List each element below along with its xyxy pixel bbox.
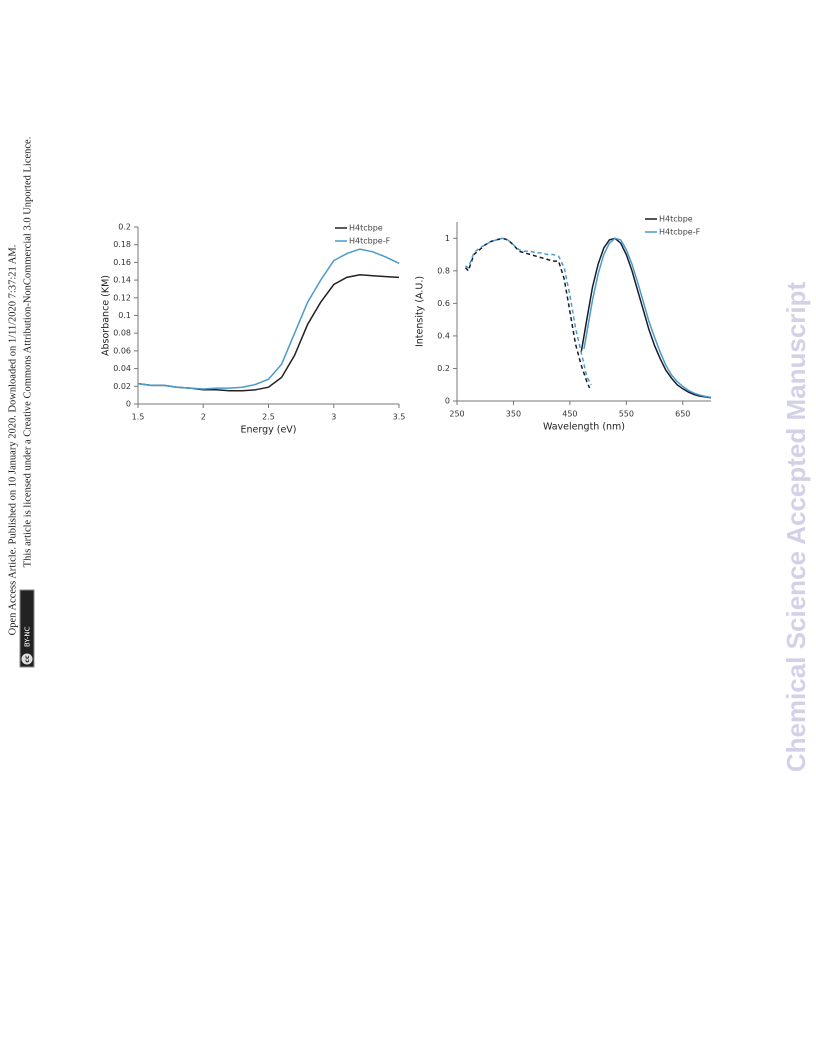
licence-note: This article is licensed under a Creativ… <box>22 137 33 568</box>
x-tick-label: 2 <box>201 413 206 422</box>
cc-badge[interactable]: cc BY-NC <box>19 589 35 668</box>
access-note: Open Access Article. Published on 10 Jan… <box>7 245 18 636</box>
y-tick-label: 0.8 <box>437 266 450 275</box>
y-tick-label: 0.14 <box>113 276 131 285</box>
legend-label: H4tcbpe-F <box>659 228 701 237</box>
badge-text: BY-NC <box>24 626 32 647</box>
y-tick-label: 0.2 <box>437 364 450 373</box>
x-tick-label: 650 <box>675 410 690 419</box>
data-line <box>583 237 712 399</box>
y-tick-label: 0.16 <box>113 258 131 267</box>
x-axis-title: Wavelength (nm) <box>543 422 625 433</box>
data-line <box>137 274 400 392</box>
y-tick-label: 0.4 <box>437 331 450 340</box>
badge-icon: cc <box>24 655 31 663</box>
y-tick-label: 1 <box>445 234 450 243</box>
legend-label: H4tcbpe <box>659 215 693 224</box>
excitation-line <box>465 237 592 386</box>
legend-label: H4tcbpe-F <box>349 237 391 246</box>
excitation-line <box>464 237 591 389</box>
x-axis-title: Energy (eV) <box>240 425 296 436</box>
legend-label: H4tcbpe <box>349 224 383 233</box>
x-tick-label: 3 <box>331 413 336 422</box>
data-line <box>137 248 400 390</box>
x-tick-label: 550 <box>619 410 634 419</box>
y-tick-label: 0.2 <box>118 223 131 232</box>
y-tick-label: 0.12 <box>113 293 131 302</box>
badge-circle <box>20 652 34 666</box>
y-tick-label: 0.06 <box>113 346 131 355</box>
badge-box <box>19 589 35 668</box>
y-tick-label: 0.1 <box>118 311 131 320</box>
y-tick-label: 0.18 <box>113 240 131 249</box>
y-axis-title: Absorbance (KM) <box>101 275 112 356</box>
y-tick-label: 0 <box>445 397 450 406</box>
data-line <box>580 237 712 399</box>
x-tick-label: 3.5 <box>393 413 406 422</box>
x-tick-label: 350 <box>506 410 521 419</box>
x-tick-label: 250 <box>449 410 464 419</box>
x-tick-label: 1.5 <box>132 413 145 422</box>
watermark: Chemical Science Accepted Manuscript <box>781 282 811 773</box>
y-axis-title: Intensity (A.U.) <box>415 276 426 347</box>
y-tick-label: 0.08 <box>113 329 131 338</box>
x-tick-label: 450 <box>562 410 577 419</box>
x-tick-label: 2.5 <box>262 413 275 422</box>
y-tick-label: 0.02 <box>113 382 131 391</box>
y-tick-label: 0 <box>126 400 131 409</box>
y-tick-label: 0.6 <box>437 299 450 308</box>
y-tick-label: 0.04 <box>113 364 131 373</box>
